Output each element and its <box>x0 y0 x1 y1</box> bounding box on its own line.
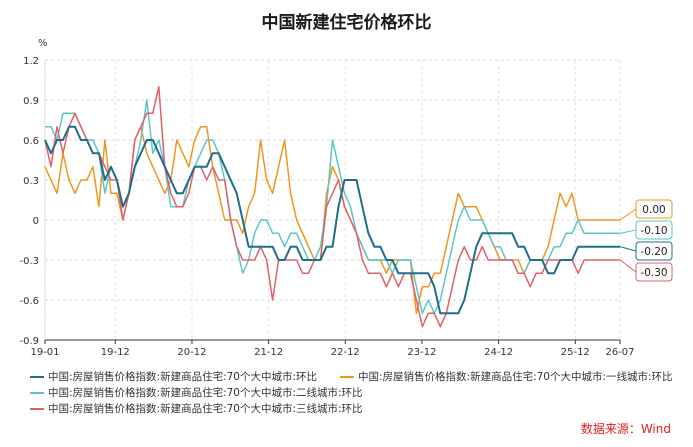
y-axis-unit: % <box>38 38 48 49</box>
legend-swatch-tier3 <box>30 408 44 410</box>
end-label-text: -0.20 <box>640 246 667 258</box>
end-label-connector <box>619 208 637 221</box>
x-tick-label: 25-12 <box>561 347 590 358</box>
x-tick-label: 19-01 <box>30 347 59 358</box>
end-label-text: 0.00 <box>642 204 665 216</box>
legend-label-tier3: 中国:房屋销售价格指数:新建商品住宅:70个大中城市:三线城市:环比 <box>48 403 363 415</box>
legend-label-tier2: 中国:房屋销售价格指数:新建商品住宅:70个大中城市:二线城市:环比 <box>48 387 363 399</box>
end-label-connector <box>619 229 637 234</box>
x-tick-label: 24-12 <box>484 347 513 358</box>
x-tick-label: 22-12 <box>331 347 360 358</box>
end-label-connector <box>619 259 637 273</box>
x-tick-label: 19-12 <box>101 347 130 358</box>
legend-swatch-70-cities <box>30 376 44 378</box>
end-label-box <box>635 241 673 261</box>
x-tick-label: 23-12 <box>407 347 436 358</box>
y-tick-label: 0.6 <box>23 136 39 147</box>
end-label-box <box>635 262 673 282</box>
legend-label-tier1: 中国:房屋销售价格指数:新建商品住宅:70个大中城市:一线城市:环比 <box>358 371 673 383</box>
data-source: 数据来源：Wind <box>580 422 671 436</box>
y-tick-label: -0.3 <box>19 256 39 267</box>
y-tick-label: 0.9 <box>23 96 39 107</box>
end-label-text: -0.10 <box>640 225 667 237</box>
x-tick-label: 26-07 <box>605 347 634 358</box>
y-tick-label: 0.3 <box>23 176 39 187</box>
legend-swatch-tier1 <box>340 376 354 378</box>
end-label-box <box>635 199 673 219</box>
series-line-0 <box>44 125 620 315</box>
x-tick-label: 21-12 <box>254 347 283 358</box>
legend-swatch-tier2 <box>30 392 44 394</box>
legend-item-tier2[interactable]: 中国:房屋销售价格指数:新建商品住宅:70个大中城市:二线城市:环比 <box>30 386 363 400</box>
series-line-2 <box>45 99 620 315</box>
y-tick-label: 0 <box>33 216 39 227</box>
y-tick-label: -0.6 <box>19 296 39 307</box>
series-line-3 <box>44 85 620 328</box>
legend-label-70-cities: 中国:房屋销售价格指数:新建商品住宅:70个大中城市:环比 <box>48 371 318 383</box>
end-label-box <box>635 220 673 240</box>
y-tick-label: 1.2 <box>23 56 39 67</box>
end-label-text: -0.30 <box>640 267 667 279</box>
y-tick-label: -0.9 <box>19 336 39 347</box>
legend-item-tier1[interactable]: 中国:房屋销售价格指数:新建商品住宅:70个大中城市:一线城市:环比 <box>340 370 673 384</box>
x-tick-label: 20-12 <box>177 347 206 358</box>
legend-item-70-cities[interactable]: 中国:房屋销售价格指数:新建商品住宅:70个大中城市:环比 <box>30 370 317 384</box>
legend-item-tier3[interactable]: 中国:房屋销售价格指数:新建商品住宅:70个大中城市:三线城市:环比 <box>30 402 363 416</box>
chart-title: 中国新建住宅价格环比 <box>261 13 432 33</box>
end-label-connector <box>619 246 637 252</box>
